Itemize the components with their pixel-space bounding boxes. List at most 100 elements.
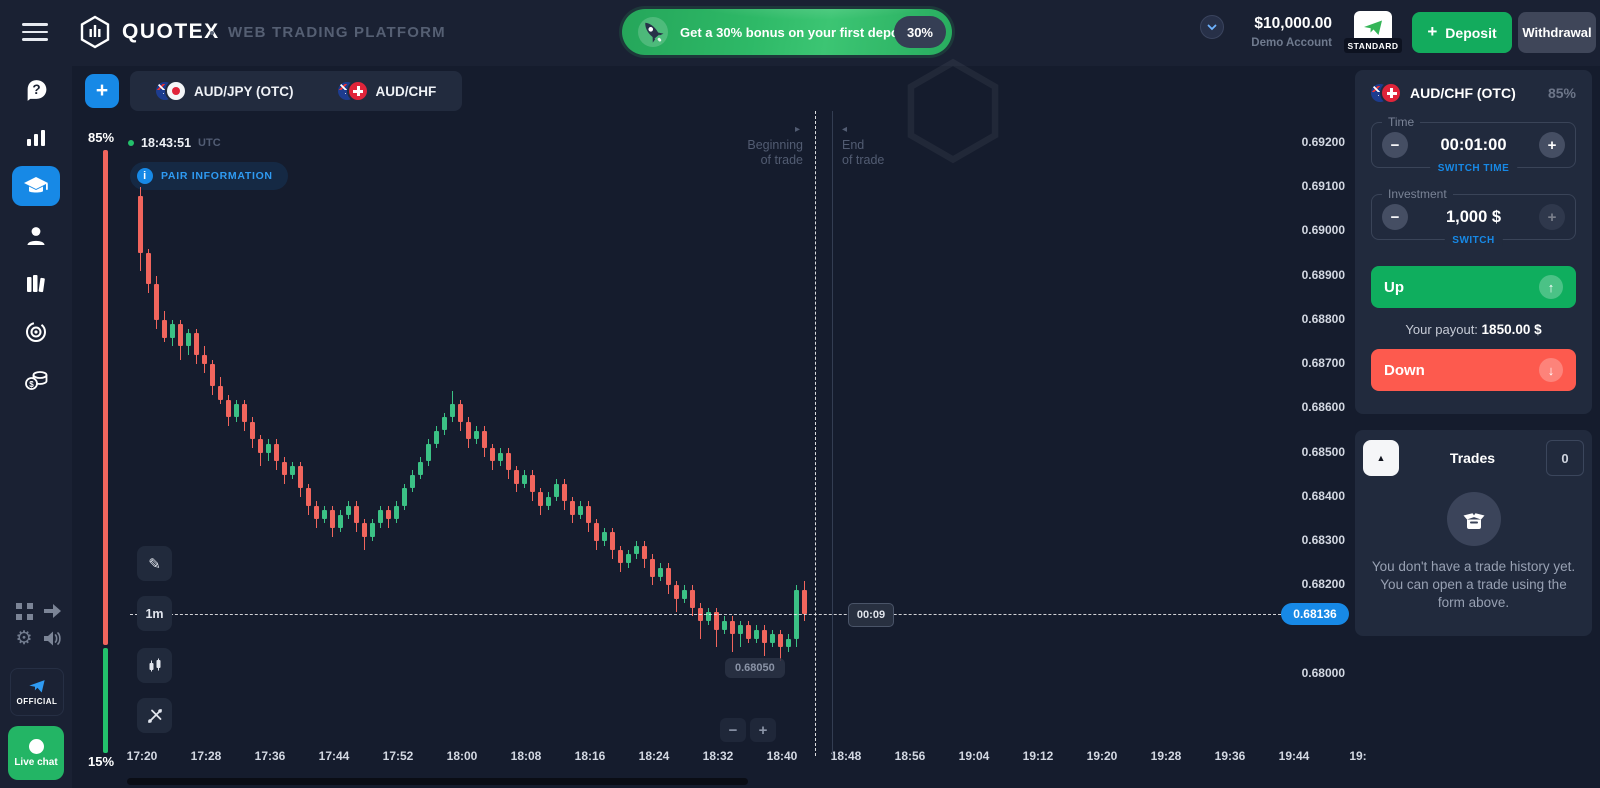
candle	[474, 66, 479, 788]
fullscreen-icon[interactable]	[12, 599, 36, 623]
candle	[378, 66, 383, 788]
indicators-icon	[147, 708, 162, 723]
zoom-in-button[interactable]: +	[750, 718, 776, 742]
candle	[314, 66, 319, 788]
time-axis-label: 19:12	[1022, 749, 1054, 763]
candle	[282, 66, 287, 788]
candle	[146, 66, 151, 788]
candle	[186, 66, 191, 788]
candle	[322, 66, 327, 788]
withdrawal-label: Withdrawal	[1522, 25, 1592, 40]
collapse-arrow-icon[interactable]	[40, 599, 64, 623]
time-value[interactable]: 00:01:00	[1440, 135, 1507, 154]
tab-aud-chf[interactable]: AUD/CHF	[337, 82, 436, 100]
candle	[682, 66, 687, 788]
investment-increase-button[interactable]: +	[1539, 204, 1565, 230]
candle	[226, 66, 231, 788]
switch-investment-link[interactable]: SWITCH	[1444, 235, 1503, 246]
candle	[218, 66, 223, 788]
topbar: QUOTEX WEB TRADING PLATFORM Get a 30% bo…	[0, 0, 1600, 66]
candle	[770, 66, 775, 788]
selected-asset-row[interactable]: AUD/CHF (OTC) 85%	[1371, 84, 1576, 102]
candlestick-plot[interactable]: 0.69200 0.69100 0.69000 0.68900 0.68800 0.687…	[72, 66, 1367, 788]
candle	[250, 66, 255, 788]
investment-value[interactable]: 1,000 $	[1445, 207, 1502, 226]
live-chat-button[interactable]: Live chat	[8, 726, 64, 780]
menu-icon[interactable]	[22, 23, 48, 43]
account-balance[interactable]: $10,000.00	[1254, 15, 1332, 32]
time-decrease-button[interactable]: −	[1382, 132, 1408, 158]
candle	[490, 66, 495, 788]
add-asset-button[interactable]: +	[85, 74, 119, 108]
candle	[746, 66, 751, 788]
candle	[434, 66, 439, 788]
arrow-up-icon: ↑	[1539, 275, 1563, 299]
investment-field: Investment − 1,000 $ + SWITCH	[1371, 187, 1576, 246]
live-chat-label: Live chat	[14, 756, 58, 768]
arrow-down-icon: ↓	[1539, 358, 1563, 382]
down-button[interactable]: Down ↓	[1371, 349, 1576, 391]
trades-stats-icon[interactable]	[12, 118, 60, 158]
education-icon[interactable]	[12, 166, 60, 206]
candle	[722, 66, 727, 788]
candle	[178, 66, 183, 788]
candle	[658, 66, 663, 788]
selected-asset-name: AUD/CHF (OTC)	[1410, 85, 1516, 101]
help-icon[interactable]: ?	[12, 70, 60, 110]
pair-information-button[interactable]: i PAIR INFORMATION	[130, 162, 288, 190]
withdrawal-button[interactable]: Withdrawal	[1518, 12, 1596, 53]
price-axis-label: 0.69200	[1301, 134, 1345, 149]
up-button[interactable]: Up ↑	[1371, 266, 1576, 308]
price-axis-label: 0.68000	[1301, 666, 1345, 680]
time-axis-label: 17:36	[254, 749, 286, 763]
brand-separator-dot	[210, 31, 214, 35]
timeframe-button[interactable]: 1m	[137, 596, 172, 631]
time-axis-label: 18:40	[766, 749, 798, 763]
price-axis-label: 0.68700	[1301, 356, 1345, 371]
account-icon[interactable]	[12, 216, 60, 256]
zoom-out-button[interactable]: −	[720, 718, 746, 742]
candle	[778, 66, 783, 788]
deposit-button[interactable]: + Deposit	[1412, 12, 1512, 53]
tournaments-icon[interactable]	[12, 312, 60, 352]
account-tier-badge[interactable]: STANDARD	[1344, 11, 1402, 55]
payout-value: 1850.00 $	[1481, 322, 1542, 337]
time-increase-button[interactable]: +	[1539, 132, 1565, 158]
candle	[498, 66, 503, 788]
switch-time-link[interactable]: SWITCH TIME	[1429, 163, 1518, 174]
candle	[538, 66, 543, 788]
aud-jpy-flags-icon	[156, 82, 185, 100]
investment-decrease-button[interactable]: −	[1382, 204, 1408, 230]
settings-gear-icon[interactable]: ⚙	[15, 627, 33, 649]
sound-icon[interactable]	[40, 626, 64, 650]
price-axis-label: 0.69000	[1301, 223, 1345, 238]
chart-area: + AUD/JPY (OTC) AUD/CHF 85% 15% 18:43:51…	[72, 58, 1367, 788]
official-telegram-badge[interactable]: OFFICIAL	[10, 668, 64, 716]
candle	[530, 66, 535, 788]
candle	[242, 66, 247, 788]
market-icon[interactable]	[12, 264, 60, 304]
indicators-button[interactable]	[137, 698, 172, 733]
chart-type-button[interactable]	[137, 648, 172, 683]
account-dropdown-icon[interactable]	[1200, 15, 1224, 39]
time-axis-label: 18:48	[830, 749, 862, 763]
time-axis-label: 19:	[1349, 749, 1367, 763]
candle	[402, 66, 407, 788]
price-axis-label: 0.68400	[1301, 488, 1345, 503]
time-axis-label: 18:56	[894, 749, 926, 763]
tab-aud-jpy[interactable]: AUD/JPY (OTC)	[156, 82, 294, 100]
account-type: Demo Account	[1251, 37, 1332, 49]
horizontal-scrollbar[interactable]	[127, 778, 748, 785]
trades-collapse-button[interactable]: ▲	[1363, 440, 1399, 476]
candle	[346, 66, 351, 788]
bonuses-icon[interactable]: $	[12, 360, 60, 400]
bonus-banner[interactable]: Get a 30% bonus on your first deposit 30…	[622, 9, 952, 55]
candle	[634, 66, 639, 788]
order-form-card: AUD/CHF (OTC) 85% Time − 00:01:00 + SWIT…	[1355, 70, 1592, 414]
deposit-label: Deposit	[1445, 24, 1497, 41]
drawing-tools-button[interactable]: ✎	[137, 546, 172, 581]
candle	[290, 66, 295, 788]
candle	[266, 66, 271, 788]
time-axis-label: 19:36	[1214, 749, 1246, 763]
